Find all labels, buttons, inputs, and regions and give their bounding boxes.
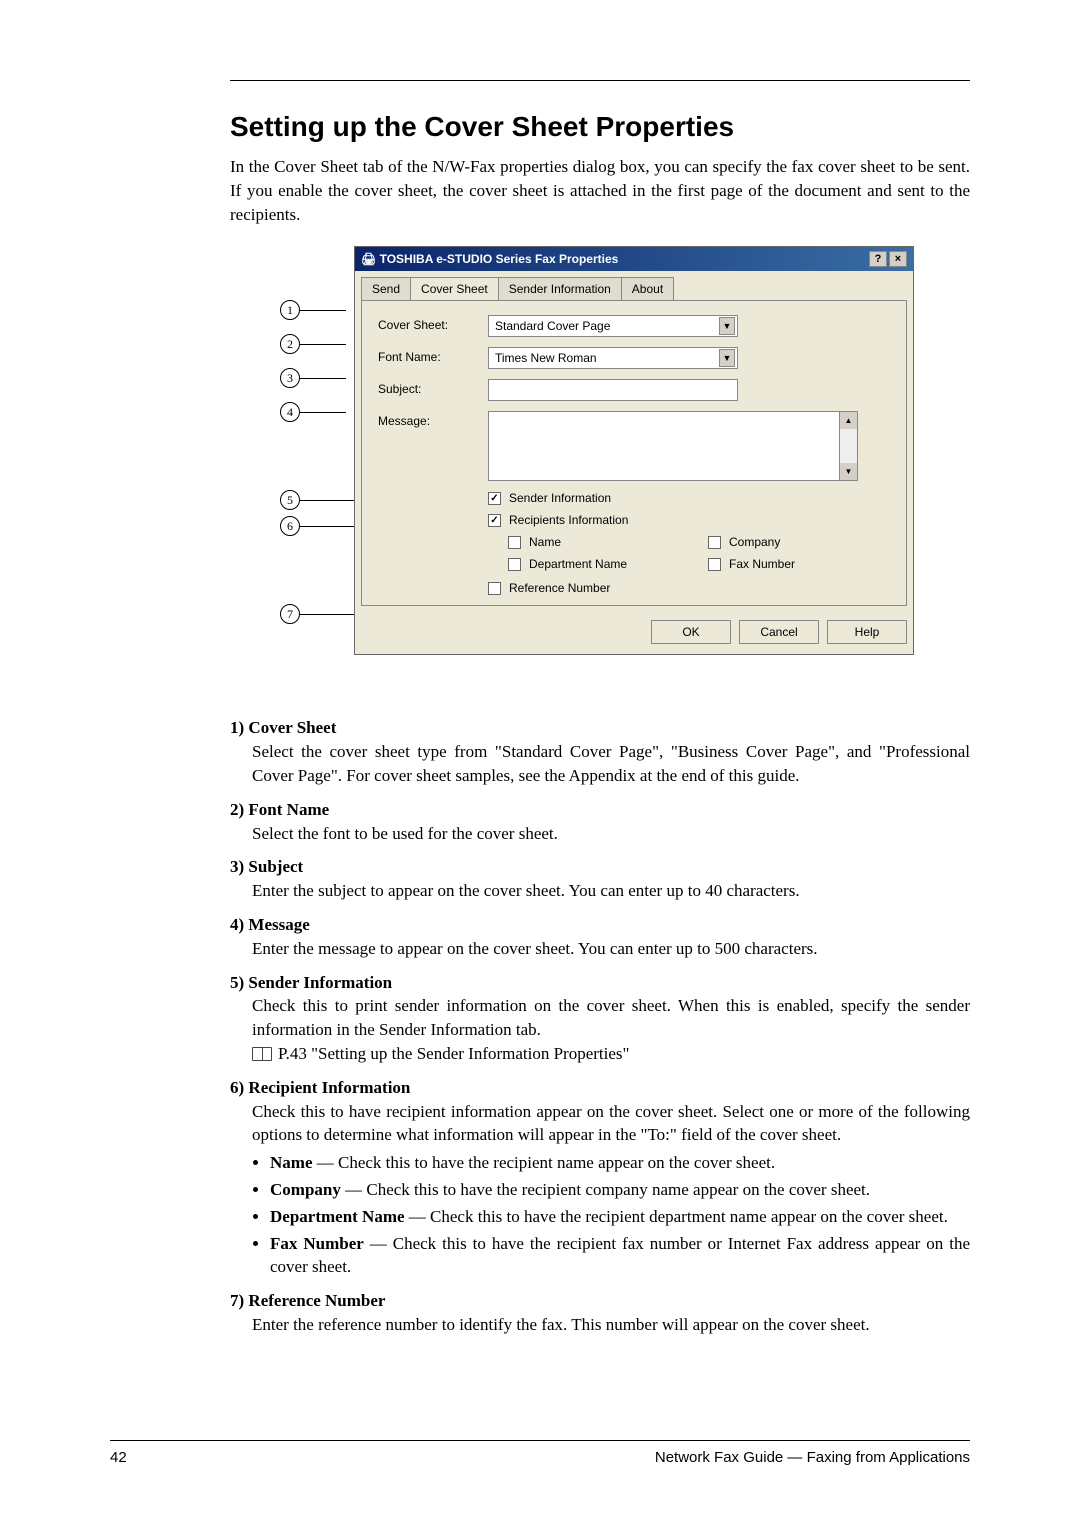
name-checkbox[interactable] [508,536,521,549]
help-icon[interactable]: ? [869,251,887,267]
footer-text: Network Fax Guide — Faxing from Applicat… [655,1449,970,1466]
company-label: Company [729,535,780,549]
dialog-tabs: Send Cover Sheet Sender Information Abou… [361,277,907,300]
callout-6: 6 [280,516,300,536]
chevron-down-icon: ▼ [719,349,735,367]
scrollbar[interactable]: ▲ ▼ [840,411,858,481]
section-heading: Setting up the Cover Sheet Properties [230,111,970,143]
list-item: Department Name — Check this to have the… [270,1205,970,1229]
recipients-info-label: Recipients Information [509,513,628,527]
tab-about[interactable]: About [621,277,674,300]
chevron-down-icon: ▼ [719,317,735,335]
font-name-dropdown[interactable]: Times New Roman ▼ [488,347,738,369]
callout-5: 5 [280,490,300,510]
tab-send[interactable]: Send [361,277,411,300]
close-icon[interactable]: × [889,251,907,267]
cancel-button[interactable]: Cancel [739,620,819,644]
dialog-title: 🖨 TOSHIBA e-STUDIO Series Fax Properties [361,252,618,266]
description-list: 1) Cover Sheet Select the cover sheet ty… [230,716,970,1336]
recipients-info-checkbox[interactable]: ✓ [488,514,501,527]
scroll-up-icon[interactable]: ▲ [840,412,857,429]
label-cover-sheet: Cover Sheet: [378,315,488,332]
page-footer: 42 Network Fax Guide — Faxing from Appli… [110,1440,970,1466]
page-number: 42 [110,1449,127,1466]
cover-sheet-dropdown[interactable]: Standard Cover Page ▼ [488,315,738,337]
callout-2: 2 [280,334,300,354]
reference-label: Reference Number [509,581,610,595]
sender-info-label: Sender Information [509,491,611,505]
reference-checkbox[interactable] [488,582,501,595]
dept-checkbox[interactable] [508,558,521,571]
properties-dialog: 🖨 TOSHIBA e-STUDIO Series Fax Properties… [354,246,914,655]
subject-input[interactable] [488,379,738,401]
list-item: Name — Check this to have the recipient … [270,1151,970,1175]
book-icon [252,1047,272,1061]
list-item: Fax Number — Check this to have the reci… [270,1232,970,1280]
sender-info-checkbox[interactable]: ✓ [488,492,501,505]
help-button[interactable]: Help [827,620,907,644]
fax-checkbox[interactable] [708,558,721,571]
dialog-titlebar: 🖨 TOSHIBA e-STUDIO Series Fax Properties… [355,247,913,271]
message-textarea[interactable] [488,411,840,481]
callout-1: 1 [280,300,300,320]
label-subject: Subject: [378,379,488,396]
fax-label: Fax Number [729,557,795,571]
dialog-screenshot: 1 2 3 4 5 6 7 🖨 TOSHIBA e-STUDIO Series … [280,246,920,686]
callout-7: 7 [280,604,300,624]
list-item: Company — Check this to have the recipie… [270,1178,970,1202]
callout-3: 3 [280,368,300,388]
ok-button[interactable]: OK [651,620,731,644]
name-label: Name [529,535,561,549]
label-font-name: Font Name: [378,347,488,364]
dept-label: Department Name [529,557,627,571]
scroll-down-icon[interactable]: ▼ [840,463,857,480]
tab-sender-info[interactable]: Sender Information [498,277,622,300]
intro-paragraph: In the Cover Sheet tab of the N/W-Fax pr… [230,155,970,226]
tab-cover-sheet[interactable]: Cover Sheet [410,277,499,300]
callout-4: 4 [280,402,300,422]
cross-reference: P.43 "Setting up the Sender Information … [278,1044,629,1063]
label-message: Message: [378,411,488,428]
company-checkbox[interactable] [708,536,721,549]
